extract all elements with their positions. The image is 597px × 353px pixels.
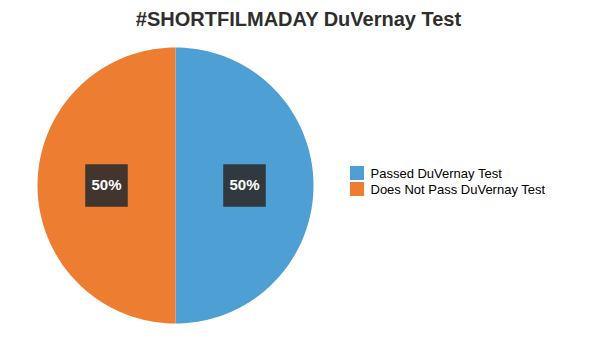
html-text:#SHORTFILMADAY DuVernay Test: #SHORTFILMADAY DuVernay Test (135, 8, 462, 30)
svg-text:50%: 50% (91, 176, 121, 193)
svg-text:50%: 50% (229, 176, 259, 193)
html-text:Does Not Pass DuVernay Test: Does Not Pass DuVernay Test (370, 181, 546, 197)
html-text:Passed DuVernay Test: Passed DuVernay Test (370, 165, 502, 181)
